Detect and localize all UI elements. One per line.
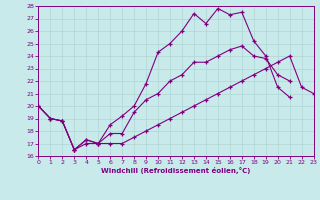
X-axis label: Windchill (Refroidissement éolien,°C): Windchill (Refroidissement éolien,°C) — [101, 167, 251, 174]
